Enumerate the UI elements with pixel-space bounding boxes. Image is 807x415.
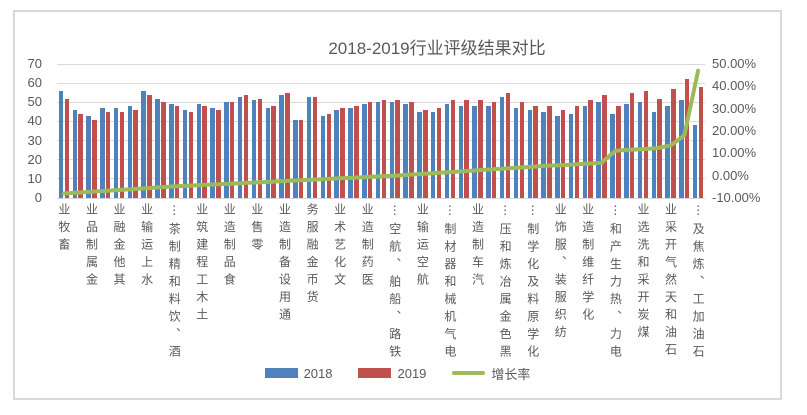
legend-label-growth-rate: 增长率: [491, 366, 531, 382]
legend-swatch-growth-rate: [452, 371, 486, 375]
legend: 2018 2019 增长率: [13, 363, 782, 383]
legend-label-2019: 2019: [397, 365, 427, 381]
legend-item-2019[interactable]: 2019: [358, 366, 426, 381]
legend-item-growth-rate[interactable]: 增长率: [452, 364, 530, 383]
legend-item-2018[interactable]: 2018: [264, 365, 333, 381]
legend-swatch-2019: [358, 368, 392, 378]
legend-label-2018: 2018: [303, 365, 333, 381]
chart-frame[interactable]: [13, 10, 782, 400]
chart-title[interactable]: 2018-2019行业评级结果对比: [328, 39, 546, 58]
legend-swatch-2018: [264, 368, 298, 378]
